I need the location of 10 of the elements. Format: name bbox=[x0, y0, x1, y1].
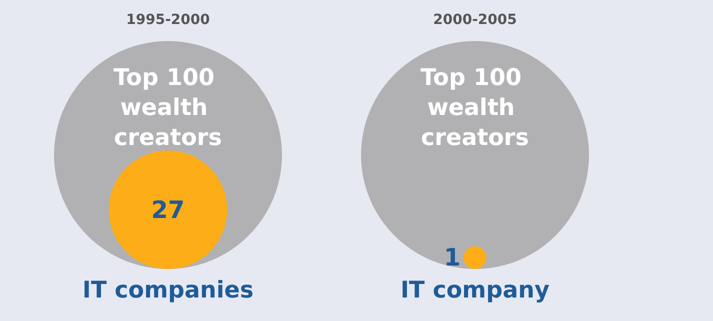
category-label: IT companies bbox=[82, 278, 254, 304]
data-label: Top 100 bbox=[114, 65, 222, 91]
data-label: 27 bbox=[151, 196, 185, 224]
category-label: IT company bbox=[400, 278, 550, 304]
category-label: wealth creators bbox=[421, 95, 529, 151]
text: 1995-2000 bbox=[126, 12, 210, 28]
category-label: wealth creators bbox=[114, 95, 222, 151]
data-label: Top 100 bbox=[420, 65, 530, 91]
data-label: 1 bbox=[444, 244, 461, 272]
text: 2000-2005 bbox=[433, 12, 517, 28]
